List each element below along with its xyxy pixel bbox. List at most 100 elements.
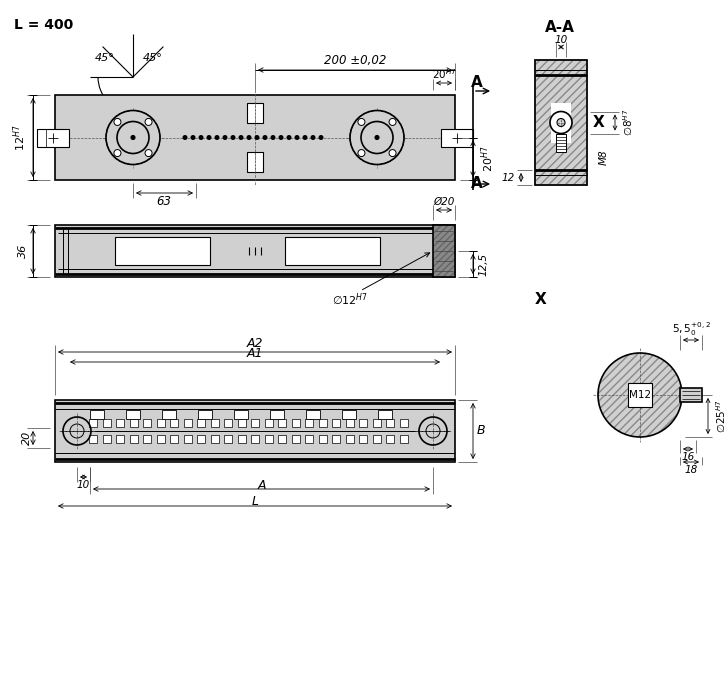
Bar <box>90 410 104 419</box>
Bar <box>292 435 300 443</box>
Text: L: L <box>252 495 259 508</box>
Circle shape <box>114 118 121 125</box>
Bar <box>251 435 259 443</box>
Bar <box>270 410 284 419</box>
Bar <box>372 435 380 443</box>
Bar <box>197 435 205 443</box>
Bar <box>359 435 367 443</box>
Bar <box>224 419 232 427</box>
Circle shape <box>389 118 396 125</box>
Bar <box>116 435 124 443</box>
Text: 16: 16 <box>681 452 694 462</box>
Bar <box>37 129 69 146</box>
Bar <box>116 419 124 427</box>
Bar <box>359 419 367 427</box>
Bar <box>55 95 455 180</box>
Bar <box>170 419 178 427</box>
Bar <box>332 435 340 443</box>
Circle shape <box>294 135 300 140</box>
Circle shape <box>198 135 204 140</box>
Bar <box>400 435 408 443</box>
Bar <box>305 419 313 427</box>
Circle shape <box>206 135 212 140</box>
Bar <box>372 419 380 427</box>
Bar <box>197 419 205 427</box>
Circle shape <box>557 118 565 127</box>
Bar <box>115 237 210 265</box>
Text: 12,5: 12,5 <box>478 252 488 276</box>
Circle shape <box>375 135 379 140</box>
Text: A: A <box>471 176 483 191</box>
Bar <box>129 435 137 443</box>
Bar <box>89 435 97 443</box>
Bar <box>535 60 587 185</box>
Circle shape <box>214 135 220 140</box>
Bar <box>247 103 263 123</box>
Circle shape <box>262 135 268 140</box>
Bar <box>238 419 246 427</box>
Bar <box>292 419 300 427</box>
Bar <box>318 435 326 443</box>
Text: A: A <box>257 479 266 492</box>
Text: $\varnothing12^{H7}$: $\varnothing12^{H7}$ <box>332 291 368 308</box>
Text: A2: A2 <box>246 337 263 350</box>
Bar <box>156 419 164 427</box>
Bar <box>386 435 394 443</box>
Bar <box>211 419 219 427</box>
Text: A1: A1 <box>246 347 263 360</box>
Circle shape <box>302 135 308 140</box>
Bar <box>345 435 353 443</box>
Bar <box>198 410 212 419</box>
Circle shape <box>286 135 292 140</box>
Text: M12: M12 <box>629 390 651 400</box>
Circle shape <box>246 135 252 140</box>
Bar <box>332 419 340 427</box>
Bar <box>265 419 273 427</box>
Bar <box>378 410 392 419</box>
Text: X: X <box>593 115 605 130</box>
Circle shape <box>318 135 324 140</box>
Circle shape <box>114 150 121 157</box>
Text: 20: 20 <box>22 431 32 445</box>
Bar <box>143 419 151 427</box>
Bar <box>556 133 566 151</box>
Bar <box>433 225 455 277</box>
Text: $\varnothing25^{H7}$: $\varnothing25^{H7}$ <box>714 399 727 433</box>
Text: 10: 10 <box>76 480 89 490</box>
Circle shape <box>278 135 284 140</box>
Bar <box>278 435 286 443</box>
Circle shape <box>106 111 160 164</box>
Circle shape <box>222 135 228 140</box>
Bar <box>342 410 356 419</box>
Circle shape <box>230 135 236 140</box>
Bar <box>183 435 191 443</box>
Bar <box>305 435 313 443</box>
Bar <box>386 419 394 427</box>
Bar <box>680 388 702 402</box>
Bar <box>126 410 140 419</box>
Bar <box>170 435 178 443</box>
Bar <box>306 410 320 419</box>
Circle shape <box>145 118 152 125</box>
Bar <box>441 129 473 146</box>
Text: 10: 10 <box>555 35 568 45</box>
Text: $\varnothing8^{H7}$: $\varnothing8^{H7}$ <box>621 109 635 136</box>
Bar <box>238 435 246 443</box>
Text: 12: 12 <box>502 173 515 183</box>
Bar <box>143 435 151 443</box>
Bar <box>285 237 380 265</box>
Bar <box>535 60 587 185</box>
Circle shape <box>238 135 244 140</box>
Circle shape <box>350 111 404 164</box>
Text: 18: 18 <box>684 465 698 475</box>
Bar <box>183 419 191 427</box>
Bar <box>628 383 652 407</box>
Text: $12^{H7}$: $12^{H7}$ <box>12 124 28 150</box>
Bar <box>224 435 232 443</box>
Bar <box>234 410 248 419</box>
Bar <box>551 103 571 142</box>
Text: $20^{H7}$: $20^{H7}$ <box>479 146 496 172</box>
Text: $5,5^{+0,2}_{0}$: $5,5^{+0,2}_{0}$ <box>672 321 710 338</box>
Bar <box>55 400 455 462</box>
Bar <box>103 419 111 427</box>
